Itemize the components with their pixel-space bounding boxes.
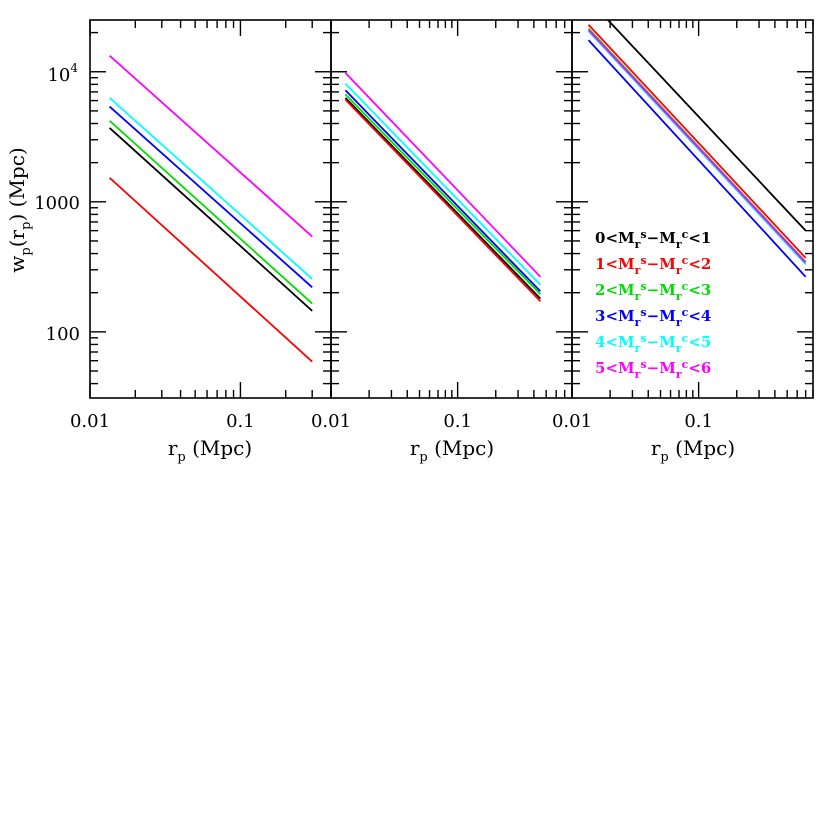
panel-2-ticks: [330, 20, 573, 398]
x-axis-title-rest: (Mpc): [669, 436, 735, 460]
x-axis-title-sub: p: [660, 450, 668, 465]
x-tick-label: 0.01: [70, 411, 110, 432]
x-axis-title-base: r: [651, 436, 661, 460]
panel-1: 0.01 0.1: [70, 19, 332, 432]
panel-frame: [89, 19, 332, 399]
y-axis-title-open: (r: [5, 229, 29, 247]
x-tick-label: 0.1: [226, 411, 255, 432]
series-line-0: [606, 20, 807, 232]
x-axis-title-panel-2: rp (Mpc): [410, 436, 494, 465]
panel-2: 0.01 0.1: [311, 19, 573, 432]
panel-3-ticks: [571, 20, 814, 398]
series-line-1: [109, 177, 313, 363]
series-line-1: [344, 99, 542, 302]
series-line-3: [109, 105, 313, 288]
y-tick-label-100: 100: [46, 324, 80, 345]
series-line-4: [109, 97, 313, 280]
legend-entry-0: 0<Mrs−Mrc<1: [595, 228, 711, 251]
series-line-2: [109, 120, 313, 305]
y-axis-title-base: w: [5, 256, 29, 273]
x-axis-title-panel-1: rp (Mpc): [168, 436, 252, 465]
legend-entry-4: 4<Mrs−Mrc<5: [595, 332, 711, 355]
series-line-4: [344, 83, 542, 286]
series-line-3: [587, 39, 807, 278]
y-tick-label-10000-exp: 4: [70, 61, 78, 75]
x-tick-label: 0.01: [552, 411, 592, 432]
legend: 0<Mrs−Mrc<1 1<Mrs−Mrc<2 2<Mrs−Mrc<3 3<Mrs−M…: [595, 228, 711, 381]
legend-entry-5: 5<Mrs−Mrc<6: [595, 358, 711, 381]
series-line-3: [344, 89, 542, 292]
x-tick-label: 0.01: [311, 411, 351, 432]
y-axis-title-inner-sub: p: [19, 222, 34, 230]
x-axis-title-sub: p: [419, 450, 427, 465]
x-axis-title-sub: p: [177, 450, 185, 465]
y-tick-label-10000: 104: [47, 61, 78, 86]
panel-2-series: [344, 72, 542, 302]
series-line-5: [109, 54, 313, 238]
panel-3-series: [587, 20, 807, 278]
x-axis-title-base: r: [168, 436, 178, 460]
series-line-4: [587, 30, 807, 266]
series-line-5: [587, 29, 807, 264]
panels: 0.01 0.1 0.01 0.1 0.01 0.1: [70, 19, 814, 432]
y-tick-label-1000: 1000: [34, 193, 80, 214]
y-axis-title-rest: ) (Mpc): [5, 147, 29, 221]
series-line-0: [344, 97, 542, 300]
panel-1-ticks: [89, 20, 332, 398]
x-axis-title-rest: (Mpc): [428, 436, 494, 460]
panel-3: 0.01 0.1: [552, 19, 814, 432]
y-tick-label-10000-base: 10: [47, 65, 70, 86]
series-line-5: [344, 72, 542, 278]
y-axis-title-sub: p: [19, 247, 34, 255]
panel-1-series: [109, 54, 313, 363]
series-line-0: [109, 127, 313, 312]
x-tick-label: 0.1: [443, 411, 472, 432]
x-axis-title-panel-3: rp (Mpc): [651, 436, 735, 465]
series-line-2: [344, 93, 542, 295]
x-axis-title-rest: (Mpc): [186, 436, 252, 460]
x-tick-label: 0.1: [684, 411, 713, 432]
y-axis-title: wp(rp) (Mpc): [5, 147, 34, 272]
legend-entry-1: 1<Mrs−Mrc<2: [595, 254, 711, 277]
legend-entry-3: 3<Mrs−Mrc<4: [595, 306, 711, 329]
legend-entry-2: 2<Mrs−Mrc<3: [595, 280, 711, 303]
series-line-1: [587, 24, 807, 259]
x-axis-title-base: r: [410, 436, 420, 460]
